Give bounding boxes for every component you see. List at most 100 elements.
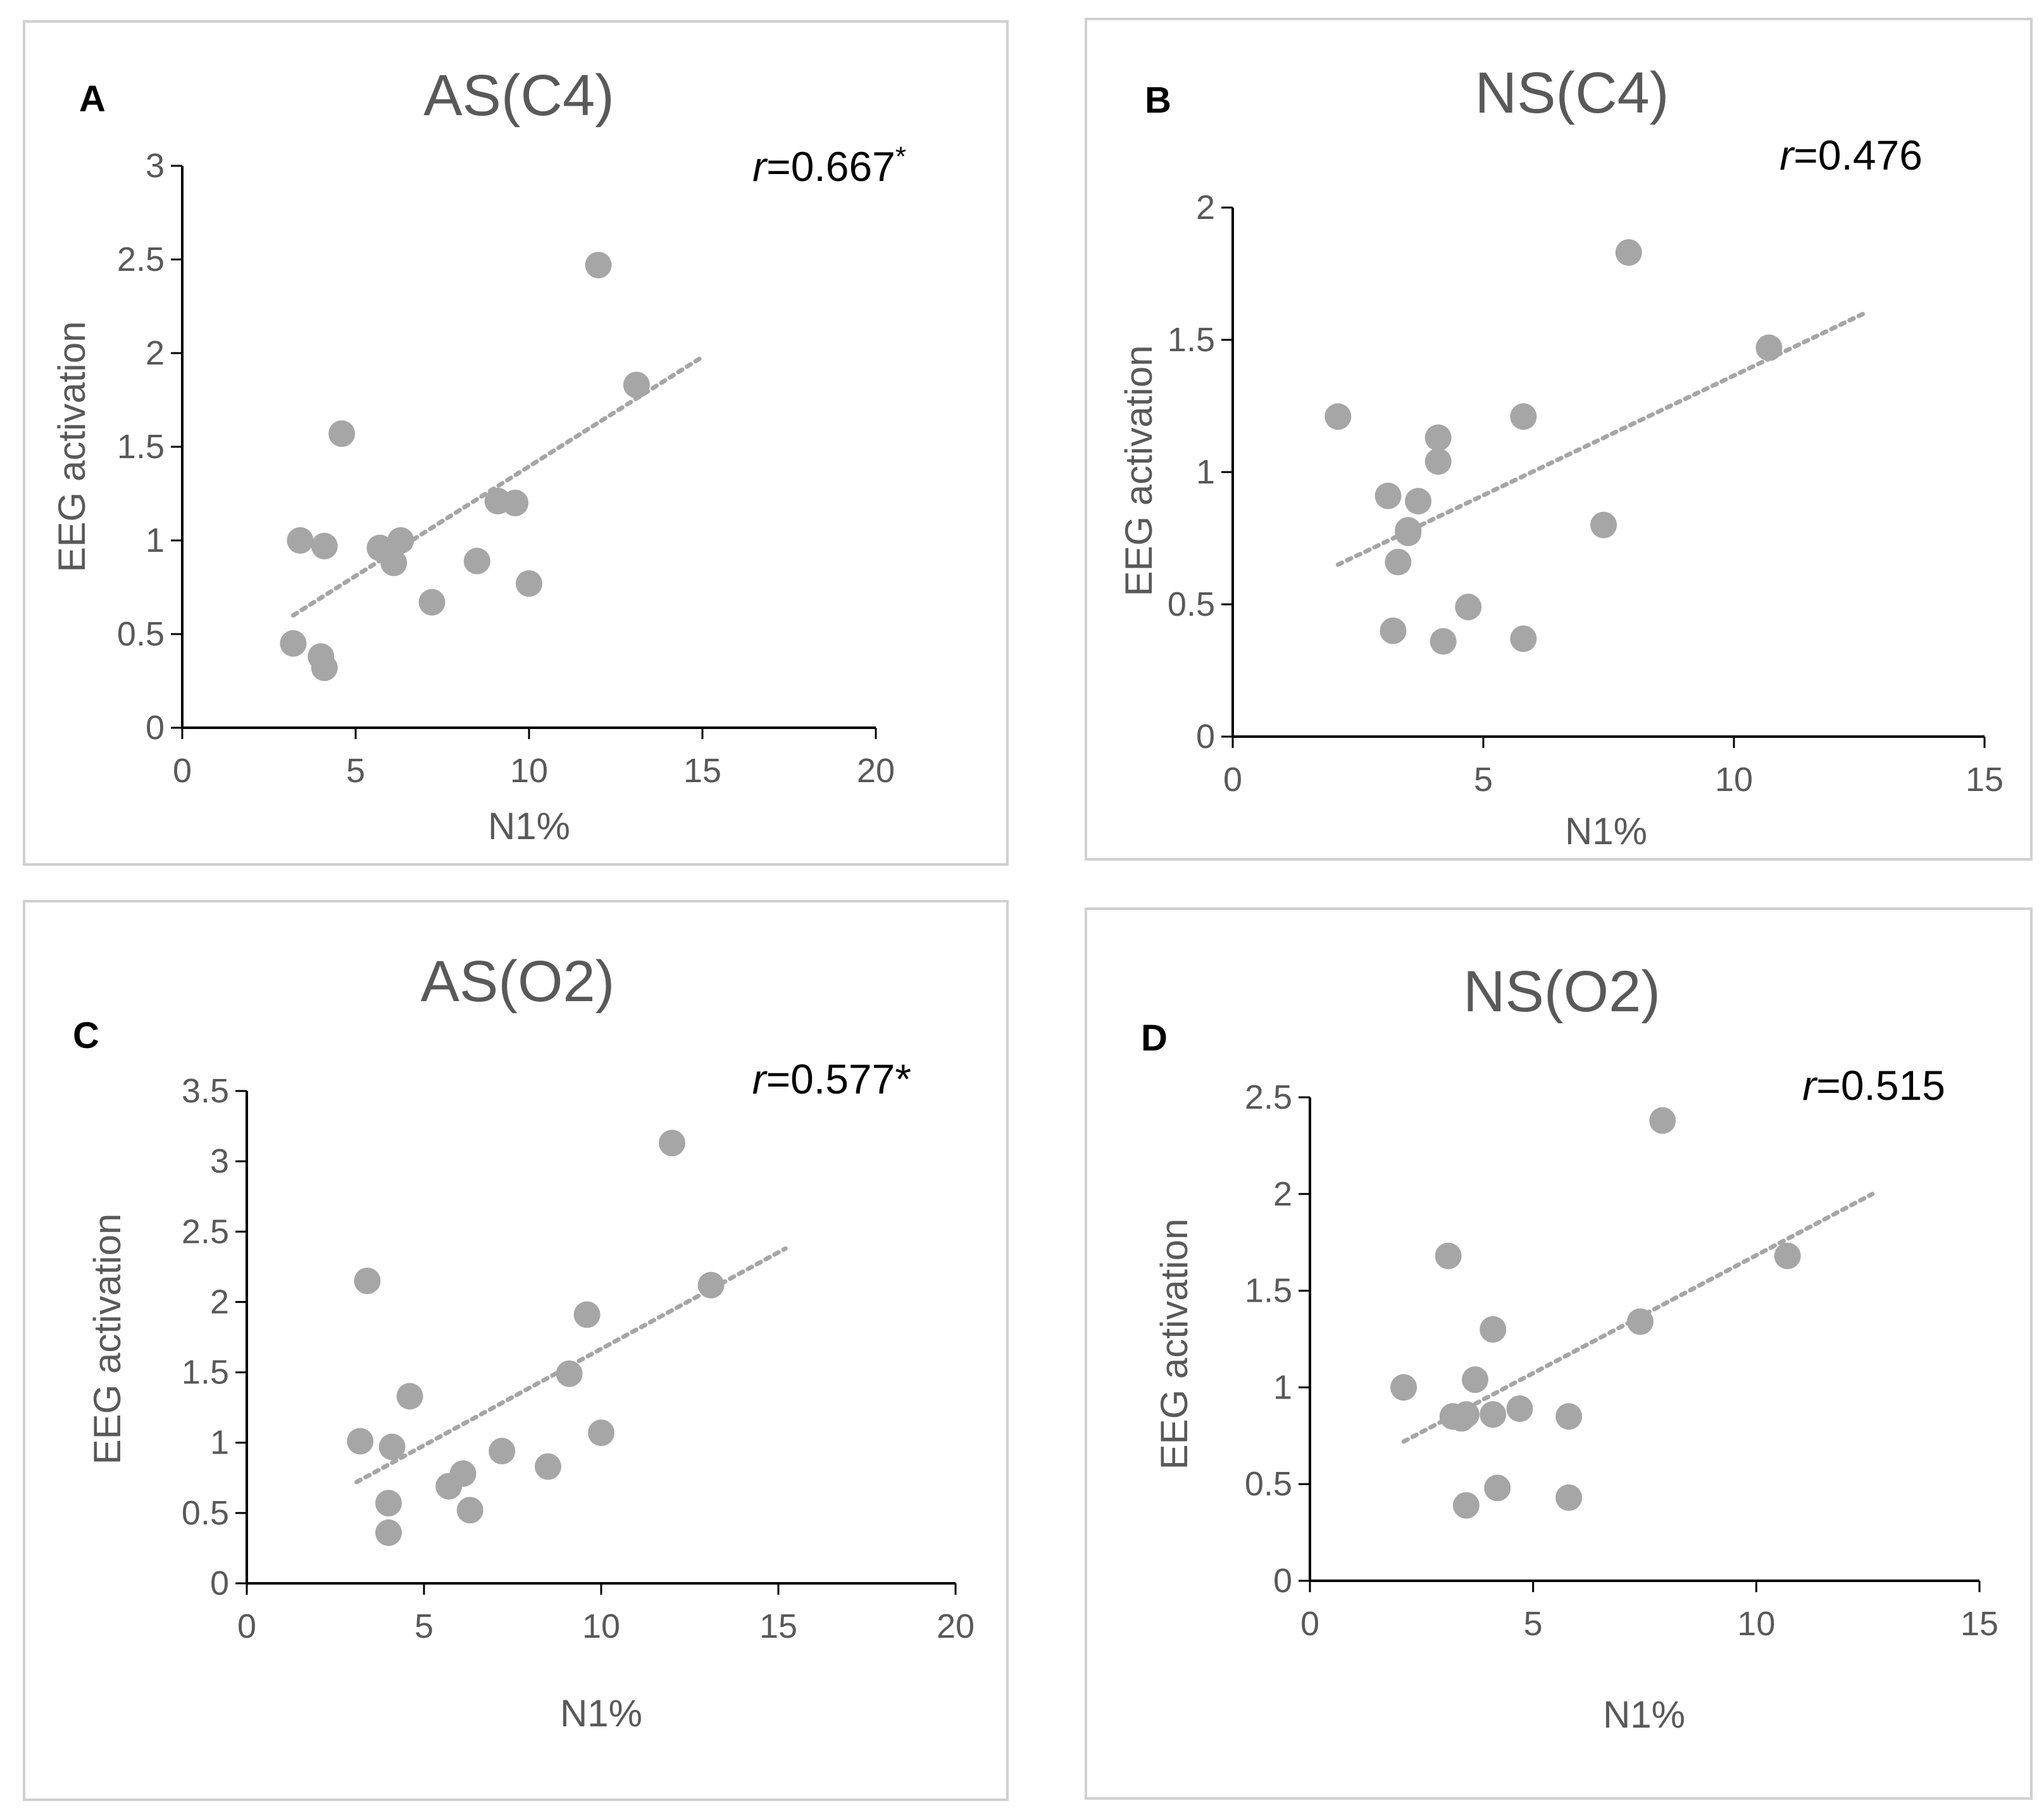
panel-label: B bbox=[1145, 80, 1171, 121]
y-tick-label: 3 bbox=[146, 147, 165, 185]
y-tick-label: 2 bbox=[210, 1283, 229, 1321]
y-tick-label: 1.5 bbox=[182, 1354, 229, 1392]
data-point bbox=[354, 1268, 381, 1295]
data-point bbox=[1555, 1403, 1583, 1430]
x-tick-label: 10 bbox=[510, 752, 548, 790]
x-tick-label: 10 bbox=[1715, 761, 1753, 799]
correlation-value: =0.515 bbox=[1816, 1062, 1945, 1109]
data-point bbox=[1506, 1395, 1533, 1423]
y-tick-label: 0.5 bbox=[1168, 585, 1215, 623]
data-point bbox=[1510, 403, 1537, 430]
y-tick-label: 0 bbox=[1196, 718, 1215, 756]
x-tick-label: 0 bbox=[237, 1607, 256, 1645]
data-point bbox=[378, 1433, 406, 1461]
y-tick-label: 0.5 bbox=[1245, 1465, 1292, 1503]
data-point bbox=[387, 527, 414, 554]
y-axis-title: EEG activation bbox=[1153, 1219, 1195, 1470]
y-tick-label: 2 bbox=[1196, 189, 1215, 227]
x-tick-label: 10 bbox=[1737, 1605, 1775, 1643]
panel-label: C bbox=[73, 1015, 99, 1056]
data-point bbox=[1395, 520, 1422, 547]
x-tick-label: 5 bbox=[1474, 761, 1493, 799]
scatter-chart-d: 0 0.5 1 1.5 2 2.5 0 5 10 15 D NS(O2) r=0.515 EEG acti… bbox=[1141, 959, 1998, 1736]
data-point bbox=[1461, 1366, 1488, 1393]
x-tick-label: 0 bbox=[1223, 761, 1242, 799]
data-point bbox=[623, 371, 650, 399]
data-point bbox=[280, 630, 307, 657]
correlation-symbol: r bbox=[1779, 132, 1795, 178]
data-point bbox=[1590, 511, 1617, 539]
x-tick-label: 5 bbox=[414, 1607, 433, 1645]
y-tick-label: 1 bbox=[146, 521, 165, 559]
data-point bbox=[347, 1428, 374, 1455]
correlation-value: =0.577* bbox=[766, 1056, 911, 1102]
data-point bbox=[1424, 448, 1452, 475]
data-point bbox=[1455, 594, 1482, 621]
correlation-label: r=0.577* bbox=[752, 1056, 911, 1102]
data-point bbox=[375, 1490, 402, 1517]
y-tick-label: 1 bbox=[1273, 1368, 1292, 1406]
panel-d: 0 0.5 1 1.5 2 2.5 0 5 10 15 D NS(O2) r=0.515 EEG acti… bbox=[1085, 907, 2033, 1800]
x-axis-title: N1% bbox=[1603, 1693, 1685, 1736]
chart-title: NS(O2) bbox=[1463, 959, 1661, 1024]
x-axis-title: N1% bbox=[488, 805, 570, 847]
data-point bbox=[1510, 625, 1537, 652]
x-tick-label: 15 bbox=[1960, 1605, 1998, 1643]
panel-label: A bbox=[79, 78, 106, 120]
x-tick-label: 15 bbox=[683, 752, 721, 790]
y-tick-label: 0 bbox=[1273, 1562, 1292, 1600]
y-axis-title: EEG activation bbox=[86, 1214, 128, 1465]
x-axis-title: N1% bbox=[1565, 810, 1647, 852]
correlation-label: r=0.515 bbox=[1802, 1062, 1945, 1109]
y-tick-label: 1 bbox=[210, 1424, 229, 1462]
data-point bbox=[1555, 1484, 1583, 1511]
y-tick-label: 0.5 bbox=[182, 1494, 229, 1532]
data-point bbox=[1435, 1242, 1462, 1269]
data-point bbox=[1324, 403, 1352, 430]
data-point bbox=[1385, 549, 1412, 576]
x-tick-label: 10 bbox=[582, 1607, 620, 1645]
data-point bbox=[1424, 424, 1452, 451]
data-point bbox=[375, 1519, 402, 1546]
x-tick-label: 5 bbox=[346, 752, 365, 790]
data-point bbox=[573, 1301, 601, 1328]
data-point bbox=[1390, 1374, 1418, 1401]
data-point bbox=[380, 549, 408, 577]
y-tick-label: 1 bbox=[1196, 453, 1215, 491]
y-tick-label: 1.5 bbox=[1245, 1272, 1292, 1310]
data-point bbox=[1480, 1316, 1507, 1343]
x-tick-label: 15 bbox=[759, 1607, 797, 1645]
data-point bbox=[311, 532, 338, 559]
data-point bbox=[489, 1438, 516, 1465]
chart-title: AS(O2) bbox=[421, 949, 615, 1014]
data-point bbox=[1430, 628, 1457, 655]
correlation-symbol: r bbox=[752, 143, 768, 190]
data-point bbox=[1626, 1308, 1654, 1335]
x-tick-label: 5 bbox=[1524, 1605, 1543, 1643]
data-point bbox=[1374, 482, 1402, 509]
data-point bbox=[311, 654, 338, 682]
data-point bbox=[516, 570, 542, 597]
chart-title: AS(C4) bbox=[423, 63, 614, 128]
y-tick-label: 0.5 bbox=[117, 615, 165, 653]
y-tick-label: 3 bbox=[210, 1142, 229, 1180]
data-point bbox=[556, 1360, 583, 1387]
significance-star: * bbox=[895, 141, 906, 172]
data-point bbox=[1380, 617, 1407, 644]
trendline bbox=[290, 354, 705, 618]
panel-label: D bbox=[1141, 1018, 1168, 1059]
chart-title: NS(C4) bbox=[1475, 61, 1669, 125]
data-point bbox=[463, 547, 490, 575]
data-point bbox=[697, 1271, 725, 1299]
data-point bbox=[1615, 239, 1642, 266]
data-point bbox=[287, 527, 314, 554]
panel-b: 0 0.5 1 1.5 2 0 5 10 15 B NS(C4) r=0.476 EEG activat… bbox=[1085, 18, 2033, 861]
data-point bbox=[328, 420, 356, 447]
scatter-chart-b: 0 0.5 1 1.5 2 0 5 10 15 B NS(C4) r=0.476 EEG activat… bbox=[1118, 61, 2003, 852]
data-point bbox=[396, 1383, 423, 1410]
data-point bbox=[1649, 1107, 1676, 1134]
data-point bbox=[1452, 1492, 1480, 1519]
y-tick-label: 1.5 bbox=[1168, 321, 1215, 359]
data-point bbox=[588, 1419, 614, 1447]
correlation-value: =0.476 bbox=[1793, 132, 1922, 178]
